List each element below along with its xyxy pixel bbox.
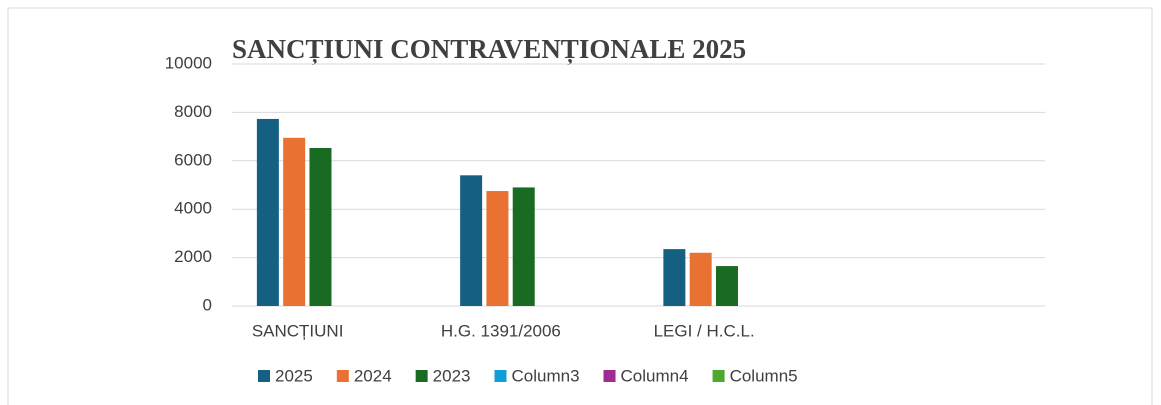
bar [689,252,712,306]
y-tick-label: 2000 [174,247,212,266]
legend-swatch [712,370,725,382]
bar [486,191,509,306]
legend-swatch [336,370,349,382]
y-tick-label: 6000 [174,150,212,169]
x-tick-label: H.G. 1391/2006 [441,321,561,340]
bar [512,187,535,306]
legend-label: 2024 [354,366,392,385]
y-tick-label: 0 [203,295,212,314]
y-tick-label: 4000 [174,199,212,218]
legend-label: Column4 [621,366,689,385]
chart-title: SANCȚIUNI CONTRAVENȚIONALE 2025 [232,34,746,66]
y-tick-label: 10000 [165,53,212,72]
bar [309,147,332,306]
chart-frame [7,7,1153,405]
bar [283,137,306,306]
legend-label: 2025 [275,366,313,385]
y-tick-label: 8000 [174,102,212,121]
legend-label: Column3 [511,366,579,385]
legend-swatch [494,370,507,382]
bar [715,266,738,306]
bar [663,249,686,306]
legend-swatch [603,370,616,382]
legend-swatch [415,370,428,382]
x-tick-label: SANCȚIUNI [252,321,344,340]
bar [256,118,279,307]
bar [460,175,483,306]
x-tick-label: LEGI / H.C.L. [654,321,755,340]
legend-swatch [258,370,270,382]
legend-label: Column5 [730,366,798,385]
legend-label: 2023 [433,366,471,385]
